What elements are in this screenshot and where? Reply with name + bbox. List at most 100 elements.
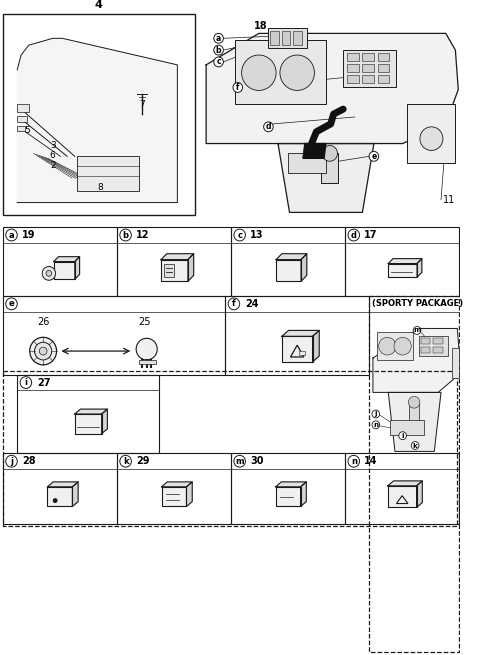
- Text: k: k: [123, 457, 129, 466]
- Circle shape: [280, 55, 314, 90]
- Circle shape: [394, 337, 411, 355]
- Polygon shape: [72, 482, 78, 506]
- Circle shape: [20, 377, 32, 388]
- Circle shape: [372, 421, 380, 429]
- Circle shape: [120, 455, 132, 467]
- Bar: [378, 53, 389, 61]
- Bar: [433, 338, 443, 344]
- Text: k: k: [413, 443, 418, 449]
- Polygon shape: [417, 259, 422, 277]
- Text: 19: 19: [22, 230, 36, 240]
- Bar: [225, 296, 369, 375]
- Text: 8: 8: [98, 183, 104, 193]
- Bar: [48, 487, 72, 506]
- Circle shape: [53, 498, 58, 503]
- Circle shape: [35, 342, 52, 360]
- Text: e: e: [9, 299, 14, 309]
- Bar: [419, 336, 448, 356]
- Circle shape: [39, 347, 47, 355]
- Text: 18: 18: [254, 20, 267, 31]
- Polygon shape: [303, 143, 326, 159]
- Bar: [362, 64, 374, 72]
- Bar: [231, 227, 345, 296]
- Bar: [347, 64, 359, 72]
- Polygon shape: [373, 328, 459, 392]
- Polygon shape: [301, 253, 307, 281]
- Circle shape: [234, 229, 245, 241]
- Polygon shape: [17, 38, 177, 202]
- Bar: [235, 40, 326, 104]
- Circle shape: [30, 337, 57, 365]
- Text: 7: 7: [139, 100, 145, 109]
- Text: 12: 12: [136, 230, 150, 240]
- Text: 25: 25: [139, 316, 151, 327]
- Text: b: b: [122, 231, 129, 240]
- Text: 26: 26: [37, 316, 49, 327]
- Text: m: m: [235, 457, 244, 466]
- Circle shape: [233, 83, 242, 92]
- Text: m: m: [413, 328, 421, 333]
- Text: f: f: [236, 83, 240, 92]
- Polygon shape: [388, 259, 422, 263]
- Text: i: i: [24, 378, 27, 387]
- Bar: [388, 263, 417, 277]
- Circle shape: [322, 145, 337, 161]
- Circle shape: [420, 127, 443, 151]
- Bar: [377, 332, 413, 360]
- Bar: [345, 227, 459, 296]
- Bar: [343, 50, 396, 88]
- Bar: [299, 351, 305, 355]
- Bar: [17, 116, 27, 122]
- Text: 14: 14: [364, 457, 378, 466]
- Circle shape: [379, 337, 396, 355]
- Text: 3: 3: [50, 141, 56, 150]
- Bar: [452, 348, 459, 378]
- Polygon shape: [300, 482, 306, 506]
- Bar: [268, 28, 307, 48]
- Bar: [345, 453, 459, 524]
- Text: 4: 4: [95, 0, 103, 10]
- Bar: [161, 259, 188, 281]
- Bar: [321, 153, 338, 183]
- Text: 6: 6: [50, 151, 56, 160]
- Text: d: d: [266, 122, 271, 132]
- Bar: [408, 104, 456, 163]
- Circle shape: [214, 33, 223, 43]
- Polygon shape: [312, 330, 319, 362]
- Bar: [3, 296, 225, 375]
- Text: 27: 27: [37, 377, 51, 388]
- Bar: [347, 75, 359, 83]
- Text: 28: 28: [22, 457, 36, 466]
- Circle shape: [6, 229, 17, 241]
- Bar: [369, 296, 459, 652]
- Bar: [17, 104, 29, 112]
- Bar: [3, 14, 194, 215]
- Text: d: d: [351, 231, 357, 240]
- Text: n: n: [351, 457, 357, 466]
- Circle shape: [214, 57, 223, 67]
- Bar: [270, 31, 279, 45]
- Text: i: i: [401, 433, 404, 439]
- Text: (SPORTY PACKAGE): (SPORTY PACKAGE): [372, 299, 463, 309]
- Polygon shape: [278, 143, 374, 212]
- Polygon shape: [417, 481, 422, 508]
- Bar: [409, 402, 419, 427]
- Bar: [362, 75, 374, 83]
- Bar: [421, 338, 431, 344]
- Text: 5: 5: [24, 126, 30, 136]
- Circle shape: [408, 396, 420, 408]
- Circle shape: [348, 229, 360, 241]
- Bar: [282, 31, 290, 45]
- Bar: [362, 53, 374, 61]
- Circle shape: [6, 298, 17, 310]
- Polygon shape: [75, 257, 80, 279]
- Bar: [421, 347, 431, 353]
- Circle shape: [6, 455, 17, 467]
- Text: 24: 24: [245, 299, 259, 309]
- Text: f: f: [232, 299, 236, 309]
- Circle shape: [42, 267, 56, 280]
- Bar: [17, 375, 159, 453]
- Bar: [231, 453, 345, 524]
- Circle shape: [411, 441, 419, 449]
- Circle shape: [241, 55, 276, 90]
